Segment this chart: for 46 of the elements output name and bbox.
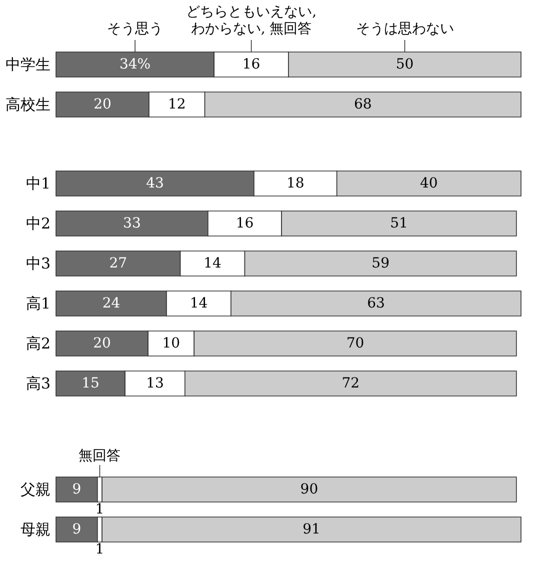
y-tick-label: 中学生 [6, 56, 50, 74]
data-label: 9 [72, 522, 82, 538]
y-tick-label: 高3 [26, 374, 50, 392]
y-tick-label: 中3 [26, 254, 50, 272]
series-label: そう思う [107, 21, 164, 37]
text: どちらともいえない, わからない, 無回答 [186, 4, 317, 37]
y-tick-label: 中1 [26, 174, 50, 192]
y-tick-label: 高校生 [6, 96, 50, 114]
y-tick-label: 母親 [20, 520, 50, 538]
data-label: 70 [346, 336, 364, 352]
data-label: 91 [302, 522, 320, 538]
data-label: 72 [342, 376, 360, 392]
annotation: 無回答 [78, 448, 121, 464]
data-label: 12 [168, 96, 186, 112]
data-label: 50 [396, 56, 414, 72]
data-label: 1 [95, 502, 104, 518]
series-label: そうは思わない [356, 21, 454, 37]
data-label: 43 [146, 176, 164, 192]
data-label: 14 [190, 296, 208, 312]
data-label: 9 [72, 482, 82, 498]
y-tick-label: 高1 [26, 294, 50, 312]
y-tick-label: 中2 [26, 214, 50, 232]
data-label: 20 [93, 336, 111, 352]
bar [56, 476, 98, 502]
data-label: 16 [236, 216, 254, 232]
data-label: 24 [102, 296, 120, 312]
data-label: 63 [367, 296, 385, 312]
y-tick-label: 高2 [26, 334, 50, 352]
data-label: 14 [204, 256, 222, 272]
data-label: 59 [372, 256, 390, 272]
data-label: 10 [162, 336, 180, 352]
data-label: 20 [94, 96, 112, 112]
data-label: 15 [82, 376, 100, 392]
y-tick-label: 父親 [20, 480, 50, 498]
data-label: 27 [109, 256, 128, 272]
data-label: 40 [420, 176, 438, 192]
bar [56, 516, 98, 542]
data-label: 13 [146, 376, 164, 392]
data-label: 34% [119, 56, 151, 72]
data-label: 90 [300, 482, 318, 498]
data-label: 68 [354, 96, 372, 112]
data-label: 33 [123, 216, 141, 232]
data-label: 18 [286, 176, 304, 192]
data-label: 16 [242, 56, 260, 72]
data-label: 51 [390, 216, 408, 232]
data-label: 1 [95, 542, 104, 558]
